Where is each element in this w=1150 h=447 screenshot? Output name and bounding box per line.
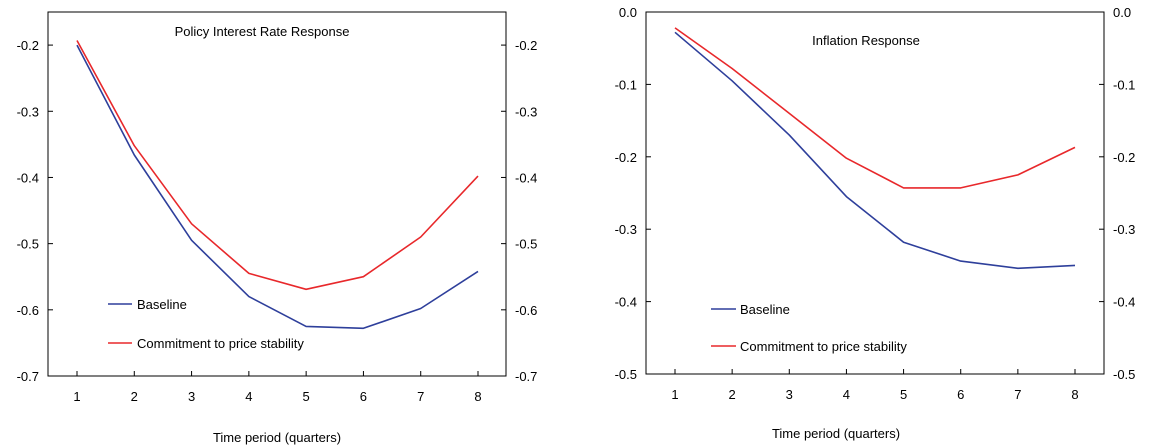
y-tick-label: -0.2 (615, 150, 637, 165)
chart-title: Inflation Response (812, 33, 920, 48)
y-tick-label-right: -0.4 (1113, 295, 1135, 310)
series-line-baseline (675, 32, 1075, 268)
legend-label: Commitment to price stability (740, 339, 907, 354)
x-tick-label: 8 (1071, 387, 1078, 402)
x-tick-label: 3 (188, 389, 195, 404)
y-tick-label-right: -0.2 (1113, 150, 1135, 165)
y-tick-label: -0.4 (17, 170, 39, 185)
y-tick-label: -0.4 (615, 295, 637, 310)
chart-title: Policy Interest Rate Response (175, 24, 350, 39)
y-tick-label-right: -0.5 (515, 237, 537, 252)
series-line-commitment (77, 41, 478, 290)
y-tick-label-right: -0.5 (1113, 367, 1135, 382)
x-tick-label: 4 (245, 389, 252, 404)
y-tick-label: -0.6 (17, 303, 39, 318)
y-tick-label: -0.3 (615, 222, 637, 237)
legend-label: Baseline (137, 297, 187, 312)
y-tick-label-right: -0.4 (515, 170, 537, 185)
x-tick-label: 2 (729, 387, 736, 402)
x-tick-label: 6 (957, 387, 964, 402)
y-tick-label: -0.2 (17, 38, 39, 53)
x-tick-label: 5 (900, 387, 907, 402)
x-tick-label: 2 (131, 389, 138, 404)
x-tick-label: 1 (671, 387, 678, 402)
y-tick-label: -0.3 (17, 104, 39, 119)
y-tick-label-right: -0.7 (515, 369, 537, 384)
y-tick-label-right: -0.3 (515, 104, 537, 119)
x-tick-label: 7 (417, 389, 424, 404)
y-tick-label-right: -0.2 (515, 38, 537, 53)
y-tick-label: -0.5 (17, 237, 39, 252)
x-axis-label: Time period (quarters) (772, 426, 900, 441)
y-tick-label-right: 0.0 (1113, 5, 1131, 20)
x-tick-label: 1 (73, 389, 80, 404)
policy-rate-chart: Policy Interest Rate Response Time perio… (17, 12, 538, 445)
x-tick-label: 7 (1014, 387, 1021, 402)
x-tick-label: 5 (303, 389, 310, 404)
x-tick-label: 8 (474, 389, 481, 404)
y-tick-label-right: -0.3 (1113, 222, 1135, 237)
plot-area: -0.2 -0.2 -0.3 -0.3 -0.4 -0.4 -0.5 -0.5 -0.6 -0.6… (17, 12, 538, 404)
x-tick-label: 3 (786, 387, 793, 402)
y-tick-label-right: -0.6 (515, 303, 537, 318)
y-tick-label: -0.5 (615, 367, 637, 382)
plot-area: 0.0 0.0 -0.1 -0.1 -0.2 -0.2 -0.3 -0.3 -0.4 -0.4 -0… (615, 5, 1136, 402)
x-axis-label: Time period (quarters) (213, 430, 341, 445)
legend-label: Baseline (740, 302, 790, 317)
inflation-chart: Inflation Response Time period (quarters… (615, 5, 1136, 441)
y-tick-label: -0.7 (17, 369, 39, 384)
x-tick-label: 4 (843, 387, 850, 402)
x-tick-label: 6 (360, 389, 367, 404)
y-tick-label-right: -0.1 (1113, 77, 1135, 92)
series-line-baseline (77, 45, 478, 328)
series-line-commitment (675, 28, 1075, 188)
y-tick-label: 0.0 (619, 5, 637, 20)
legend-label: Commitment to price stability (137, 336, 304, 351)
plot-frame (48, 12, 506, 376)
y-tick-label: -0.1 (615, 77, 637, 92)
